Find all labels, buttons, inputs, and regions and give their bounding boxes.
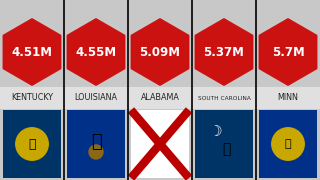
FancyBboxPatch shape bbox=[128, 0, 192, 180]
Text: 4.51M: 4.51M bbox=[12, 46, 52, 58]
Text: ALABAMA: ALABAMA bbox=[140, 93, 180, 102]
FancyBboxPatch shape bbox=[0, 0, 64, 180]
FancyBboxPatch shape bbox=[3, 110, 61, 178]
FancyBboxPatch shape bbox=[192, 87, 256, 109]
Polygon shape bbox=[195, 18, 253, 86]
FancyBboxPatch shape bbox=[195, 110, 253, 178]
Text: KENTUCKY: KENTUCKY bbox=[11, 93, 53, 102]
Text: 👤: 👤 bbox=[28, 138, 36, 150]
FancyBboxPatch shape bbox=[259, 110, 317, 178]
Text: 🌴: 🌴 bbox=[223, 142, 231, 156]
Circle shape bbox=[89, 145, 103, 159]
FancyBboxPatch shape bbox=[67, 110, 125, 178]
Text: 5.09M: 5.09M bbox=[140, 46, 180, 58]
FancyBboxPatch shape bbox=[256, 87, 320, 109]
FancyBboxPatch shape bbox=[64, 87, 128, 109]
Polygon shape bbox=[131, 18, 189, 86]
Polygon shape bbox=[259, 18, 317, 86]
Text: SOUTH CAROLINA: SOUTH CAROLINA bbox=[197, 96, 251, 100]
Text: 5.37M: 5.37M bbox=[204, 46, 244, 58]
Text: ⭐: ⭐ bbox=[285, 139, 291, 149]
FancyBboxPatch shape bbox=[0, 87, 64, 109]
Text: 4.55M: 4.55M bbox=[76, 46, 116, 58]
Circle shape bbox=[272, 128, 304, 160]
FancyBboxPatch shape bbox=[131, 110, 189, 178]
FancyBboxPatch shape bbox=[192, 0, 256, 180]
Polygon shape bbox=[3, 18, 61, 86]
Text: 🐦: 🐦 bbox=[91, 133, 101, 151]
FancyBboxPatch shape bbox=[256, 0, 320, 180]
FancyBboxPatch shape bbox=[128, 87, 192, 109]
Circle shape bbox=[16, 128, 48, 160]
Text: LOUISIANA: LOUISIANA bbox=[75, 93, 117, 102]
Text: 5.7M: 5.7M bbox=[272, 46, 304, 58]
Polygon shape bbox=[67, 18, 125, 86]
Text: ☽: ☽ bbox=[209, 124, 222, 139]
FancyBboxPatch shape bbox=[64, 0, 128, 180]
Text: MINN: MINN bbox=[277, 93, 299, 102]
